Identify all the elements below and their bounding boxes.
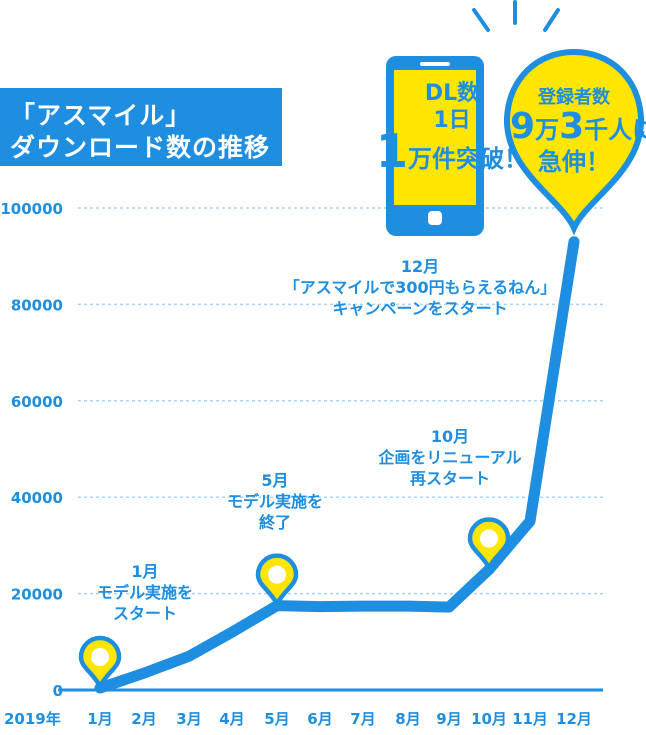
x-tick-label: 2月 (131, 710, 156, 728)
phone-breakthrough-text: 万件突破！ (408, 145, 528, 173)
annotation-oct-month: 10月 (430, 427, 470, 446)
y-tick-label: 20000 (11, 586, 63, 604)
data-point-11月 (529, 520, 531, 523)
map-pin-icon (255, 553, 299, 609)
map-pin-icon (467, 517, 511, 573)
phone-callout-text: DL数 1日 1万件突破！ (376, 80, 528, 176)
data-point-4月 (231, 631, 233, 634)
smartphone-icon (386, 56, 484, 236)
large-map-pin-icon (503, 48, 645, 236)
x-tick-label: 3月 (176, 710, 201, 728)
x-tick-label: 9月 (436, 710, 461, 728)
map-pin-icon (78, 635, 122, 691)
data-point-12月 (573, 240, 575, 243)
y-tick-label: 60000 (11, 393, 63, 411)
annotation-may-month: 5月 (261, 471, 289, 490)
data-point-8月 (407, 605, 409, 608)
annotation-jan-line2: モデル実施を (96, 583, 193, 602)
x-tick-label: 5月 (264, 710, 289, 728)
x-tick-labels: 1月 2月 3月 4月 5月 6月 7月 8月 9月 10月 11月 12月 (87, 710, 592, 728)
annotation-jan: 1月 モデル実施を スタート (70, 561, 220, 624)
annotation-may-line3: 終了 (258, 513, 291, 532)
pin-callout-text: 登録者数 9万3千人に 急伸！ (510, 86, 646, 177)
burst-lines-icon (472, 0, 560, 32)
data-point-7月 (362, 605, 364, 608)
annotation-jan-month: 1月 (131, 562, 159, 581)
x-tick-label: 10月 (471, 710, 507, 728)
y-tick-label: 100000 (0, 200, 63, 218)
year-label: 2019年 (4, 710, 61, 728)
annotation-oct-line3: 再スタート (409, 469, 490, 488)
phone-big-number: 1 (375, 124, 408, 178)
x-tick-label: 8月 (395, 710, 420, 728)
x-tick-label: 7月 (350, 710, 375, 728)
y-tick-label: 40000 (11, 489, 63, 507)
month-pins (78, 517, 511, 691)
pin-registrants-label: 登録者数 (538, 87, 610, 108)
annotation-dec-line3: キャンペーンをスタート (332, 299, 508, 318)
annotation-oct: 10月 企画をリニューアル 再スタート (360, 426, 540, 489)
phone-breakthrough: 1万件突破！ (358, 128, 546, 176)
pin-num1: 9 (510, 106, 536, 147)
data-point-6月 (319, 605, 321, 608)
x-tick-label: 6月 (307, 710, 332, 728)
pin-unit2: 千人に (584, 116, 646, 144)
annotation-may-line2: モデル実施を (226, 492, 323, 511)
annotation-dec-month: 12月 (400, 257, 440, 276)
data-point-9月 (448, 606, 450, 609)
annotation-dec-line2: 「アスマイルで300円もらえるねん」 (283, 278, 557, 297)
pin-unit1: 万 (535, 116, 560, 144)
annotation-may: 5月 モデル実施を 終了 (200, 470, 350, 533)
chart-title-line2: ダウンロード数の推移 (10, 133, 271, 162)
y-tick-labels: 0 20000 40000 60000 80000 100000 (0, 200, 63, 700)
annotation-dec: 12月 「アスマイルで300円もらえるねん」 キャンペーンをスタート (270, 256, 570, 319)
annotation-jan-line3: スタート (112, 604, 177, 623)
chart-title-box: 「アスマイル」 ダウンロード数の推移 (0, 88, 282, 166)
x-tick-label: 1月 (87, 710, 112, 728)
x-tick-label: 12月 (556, 710, 592, 728)
phone-day-label: 1日 (433, 108, 471, 133)
y-tick-label: 80000 (11, 296, 63, 314)
y-tick-label: 0 (53, 682, 63, 700)
chart-title-line1: 「アスマイル」 (10, 101, 192, 130)
x-tick-label: 4月 (219, 710, 244, 728)
pin-registrants-count: 9万3千人に (510, 109, 646, 147)
x-tick-label: 11月 (512, 710, 548, 728)
pin-surge-label: 急伸！ (538, 148, 610, 176)
data-point-2月 (143, 672, 145, 675)
data-point-3月 (188, 655, 190, 658)
pin-num2: 3 (559, 106, 585, 147)
annotation-oct-line2: 企画をリニューアル (378, 448, 522, 467)
phone-dl-label: DL数 (424, 81, 480, 106)
